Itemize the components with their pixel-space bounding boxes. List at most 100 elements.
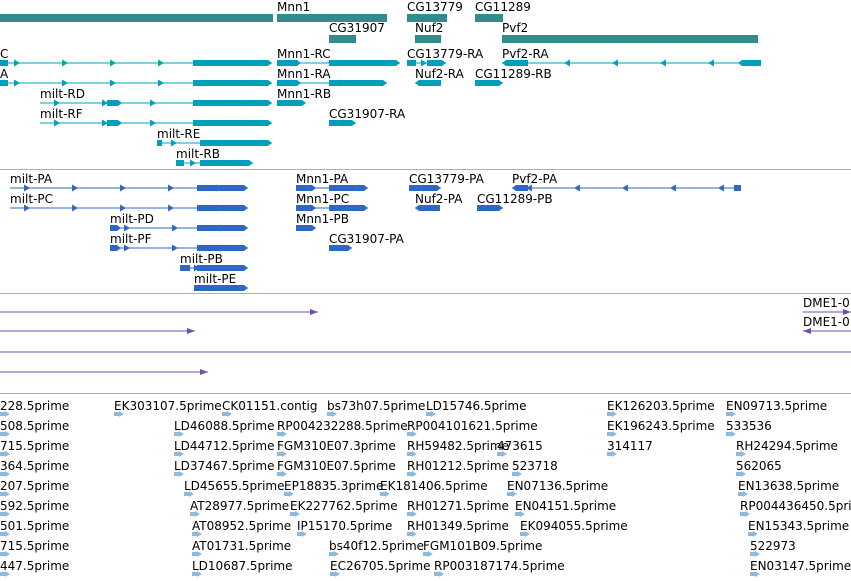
est-read[interactable]	[426, 412, 432, 416]
feature-bs73h07-5prime[interactable]: bs73h07.5prime	[327, 399, 425, 417]
feature-mnn1[interactable]: Mnn1	[277, 0, 387, 22]
est-read[interactable]	[515, 512, 521, 516]
est-read[interactable]	[407, 432, 413, 436]
exon-block[interactable]	[296, 185, 316, 191]
feature-ec26705-5prime[interactable]: EC26705.5prime	[330, 559, 431, 577]
feature-en09713-5prime[interactable]: EN09713.5prime	[726, 399, 827, 417]
feature-bs40f12-5prime[interactable]: bs40f12.5prime	[329, 539, 424, 557]
exon-block[interactable]	[107, 100, 122, 106]
exon-block[interactable]	[277, 80, 301, 86]
exon-block[interactable]	[329, 120, 356, 126]
feature-ld37467-5prime[interactable]: LD37467.5prime	[174, 459, 275, 477]
feature-cg31907[interactable]: CG31907	[329, 21, 385, 43]
est-read[interactable]	[607, 432, 613, 436]
est-read[interactable]	[738, 492, 744, 496]
exon-block[interactable]	[475, 80, 503, 86]
feature-cg31907-ra[interactable]: CG31907-RA	[329, 107, 406, 127]
est-read[interactable]	[190, 512, 196, 516]
est-read[interactable]	[750, 572, 756, 576]
feature-a[interactable]: A	[0, 67, 272, 87]
feature-pvf2-pa[interactable]: Pvf2-PA	[512, 172, 741, 192]
feature-milt-pb[interactable]: milt-PB	[180, 252, 248, 272]
feature-ek196243-5prime[interactable]: EK196243.5prime	[607, 419, 715, 437]
est-read[interactable]	[736, 452, 742, 456]
feature-314117[interactable]: 314117	[607, 439, 653, 457]
exon-block[interactable]	[329, 205, 368, 211]
feature-cg13779-ra[interactable]: CG13779-RA	[407, 47, 484, 67]
exon-block[interactable]	[197, 205, 248, 211]
exon-block[interactable]	[415, 205, 440, 211]
feature-at28977-5prime[interactable]: AT28977.5prime	[190, 499, 289, 517]
feature-ld15746-5prime[interactable]: LD15746.5prime	[426, 399, 527, 417]
feature-ld44712-5prime[interactable]: LD44712.5prime	[174, 439, 275, 457]
feature-447-5prime[interactable]: 447.5prime	[0, 559, 69, 577]
est-read[interactable]	[407, 452, 413, 456]
feature-dme1-0[interactable]: DME1-0	[803, 296, 851, 315]
feature-milt-pf[interactable]: milt-PF	[110, 232, 248, 252]
feature-562065[interactable]: 562065	[736, 459, 782, 477]
feature-522973[interactable]: 522973	[750, 539, 796, 557]
est-read[interactable]	[0, 492, 6, 496]
feature-unlabeled[interactable]	[0, 369, 208, 375]
gene-bar[interactable]	[502, 35, 758, 43]
feature-at01731-5prime[interactable]: AT01731.5prime	[192, 539, 291, 557]
feature-at08952-5prime[interactable]: AT08952.5prime	[192, 519, 291, 537]
feature-fgm310e07-5prime[interactable]: FGM310E07.5prime	[277, 459, 396, 477]
feature-fgm101b09-5prime[interactable]: FGM101B09.5prime	[423, 539, 542, 557]
exon-block[interactable]	[200, 140, 272, 146]
est-read[interactable]	[507, 492, 513, 496]
exon-block[interactable]	[193, 120, 272, 126]
est-read[interactable]	[407, 532, 413, 536]
feature-fgm310e07-3prime[interactable]: FGM310E07.3prime	[277, 439, 396, 457]
feature-ek094055-5prime[interactable]: EK094055.5prime	[520, 519, 628, 537]
exon-block[interactable]	[200, 160, 253, 166]
feature-rp004232288-5prime[interactable]: RP004232288.5prime	[277, 419, 408, 437]
exon-block[interactable]	[180, 265, 190, 271]
exon-block[interactable]	[427, 60, 446, 66]
feature-nuf2-ra[interactable]: Nuf2-RA	[415, 67, 465, 87]
est-read[interactable]	[0, 532, 6, 536]
est-read[interactable]	[750, 552, 756, 556]
gene-bar[interactable]	[415, 35, 441, 43]
feature-364-5prime[interactable]: 364.5prime	[0, 459, 69, 477]
est-read[interactable]	[726, 432, 732, 436]
est-read[interactable]	[607, 452, 613, 456]
est-read[interactable]	[726, 412, 732, 416]
feature-rh01212-5prime[interactable]: RH01212.5prime	[407, 459, 509, 477]
feature-501-5prime[interactable]: 501.5prime	[0, 519, 69, 537]
gene-bar[interactable]	[329, 35, 356, 43]
feature-715-5prime[interactable]: 715.5prime	[0, 439, 69, 457]
feature-pvf2-ra[interactable]: Pvf2-RA	[502, 47, 761, 67]
est-read[interactable]	[277, 452, 283, 456]
exon-block[interactable]	[197, 185, 248, 191]
exon-block[interactable]	[277, 60, 301, 66]
exon-block[interactable]	[738, 60, 761, 66]
exon-block[interactable]	[734, 185, 741, 191]
est-read[interactable]	[407, 512, 413, 516]
exon-block[interactable]	[176, 160, 184, 166]
feature-ld45655-5prime[interactable]: LD45655.5prime	[184, 479, 285, 497]
feature-mnn1-rb[interactable]: Mnn1-RB	[277, 87, 331, 107]
feature-en13638-5prime[interactable]: EN13638.5prime	[738, 479, 839, 497]
est-read[interactable]	[184, 492, 190, 496]
exon-block[interactable]	[0, 60, 8, 66]
feature-milt-rf[interactable]: milt-RF	[40, 107, 272, 127]
exon-block[interactable]	[157, 140, 162, 146]
feature-pvf2[interactable]: Pvf2	[502, 21, 758, 43]
exon-block[interactable]	[407, 60, 416, 66]
est-read[interactable]	[330, 572, 336, 576]
feature-cg13779[interactable]: CG13779	[407, 0, 463, 22]
feature-ek227762-5prime[interactable]: EK227762.5prime	[290, 499, 398, 517]
est-read[interactable]	[0, 552, 6, 556]
feature-228-5prime[interactable]: 228.5prime	[0, 399, 69, 417]
exon-block[interactable]	[193, 60, 272, 66]
exon-block[interactable]	[110, 225, 121, 231]
feature-nuf2[interactable]: Nuf2	[415, 21, 443, 43]
est-read[interactable]	[736, 472, 742, 476]
feature-cg31907-pa[interactable]: CG31907-PA	[329, 232, 405, 252]
exon-block[interactable]	[329, 245, 352, 251]
est-read[interactable]	[290, 512, 296, 516]
feature-cg11289[interactable]: CG11289	[475, 0, 531, 22]
feature-ek303107-5prime[interactable]: EK303107.5prime	[114, 399, 222, 417]
est-read[interactable]	[0, 472, 6, 476]
